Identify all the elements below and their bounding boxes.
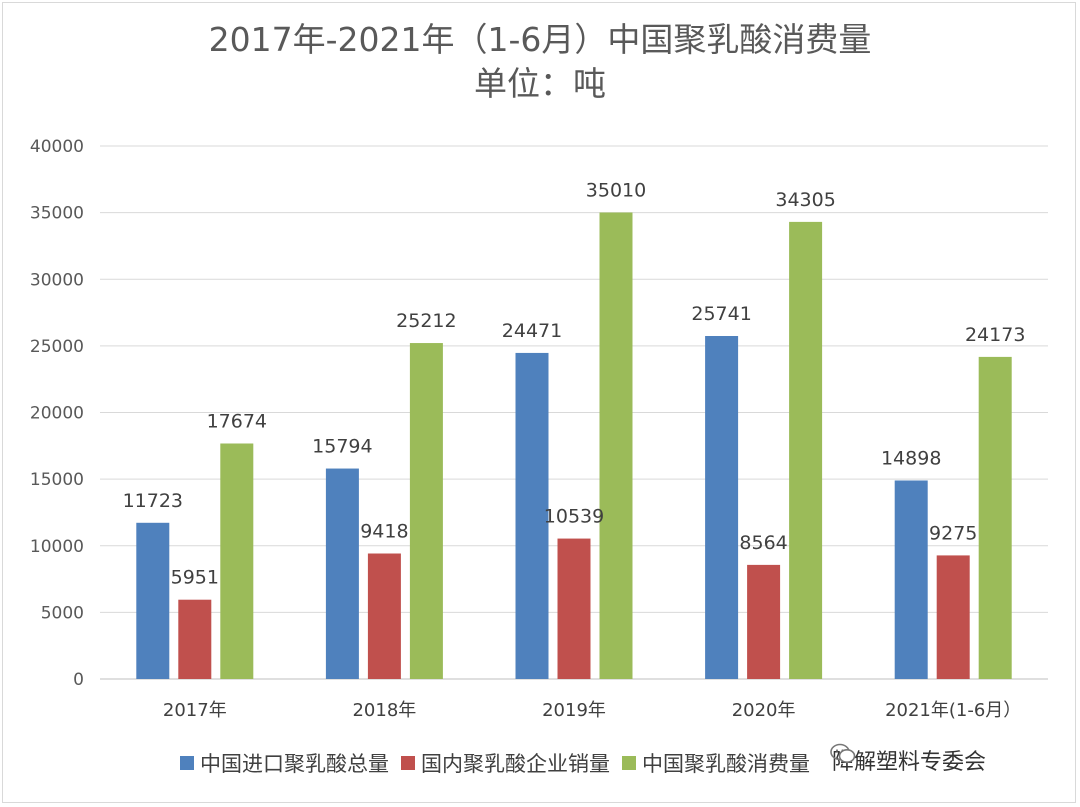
y-tick-label: 30000 <box>30 270 84 290</box>
data-label: 8564 <box>739 532 787 554</box>
legend-label: 中国聚乳酸消费量 <box>642 752 810 776</box>
data-label: 24173 <box>965 324 1025 346</box>
y-tick-label: 0 <box>73 670 84 690</box>
data-label: 15794 <box>312 436 372 458</box>
data-label: 25741 <box>691 303 751 325</box>
data-label: 10539 <box>544 506 604 528</box>
data-label: 24471 <box>502 320 562 342</box>
y-tick-label: 25000 <box>30 337 84 357</box>
legend-item: 国内聚乳酸企业销量 <box>401 748 610 778</box>
legend-label: 中国进口聚乳酸总量 <box>200 752 389 776</box>
legend: 中国进口聚乳酸总量 国内聚乳酸企业销量 中国聚乳酸消费量 <box>180 748 822 778</box>
bar <box>789 221 823 680</box>
x-category-label: 2018年 <box>352 700 416 721</box>
bar <box>894 480 928 679</box>
watermark: 降解塑料专委会 <box>830 743 993 777</box>
y-axis-ticks: 0 5000 10000 15000 20000 25000 30000 35000 40000 <box>30 137 84 690</box>
data-label: 5951 <box>171 567 219 589</box>
y-tick-label: 15000 <box>30 470 84 490</box>
bar <box>515 352 549 679</box>
chart-subtitle: 单位：吨 <box>474 64 606 103</box>
data-label: 17674 <box>207 410 267 432</box>
data-label: 9418 <box>360 521 408 543</box>
data-label: 34305 <box>775 189 835 211</box>
data-label: 9275 <box>929 522 977 544</box>
bar <box>705 336 739 679</box>
legend-item: 中国聚乳酸消费量 <box>622 748 810 778</box>
x-category-label: 2020年 <box>732 700 796 721</box>
bar <box>978 356 1012 679</box>
bar <box>367 553 401 679</box>
legend-swatch <box>622 756 636 770</box>
watermark-text: 降解塑料专委会 <box>832 750 987 775</box>
bar <box>325 468 359 679</box>
x-axis-categories: 2017年 2018年 2019年 2020年 2021年(1-6月） <box>163 700 1021 721</box>
legend-label: 国内聚乳酸企业销量 <box>421 752 610 776</box>
bar <box>936 555 970 679</box>
legend-swatch <box>180 756 194 770</box>
x-category-label: 2021年(1-6月） <box>885 700 1021 721</box>
chart-title: 2017年-2021年（1-6月）中国聚乳酸消费量 <box>208 20 872 59</box>
bar <box>220 443 254 679</box>
y-tick-label: 40000 <box>30 137 84 157</box>
bar <box>747 564 781 679</box>
bars <box>136 212 1012 680</box>
data-label: 25212 <box>396 310 456 332</box>
data-labels: 11723 5951 17674 15794 9418 25212 24471 10539 35… <box>123 179 1026 588</box>
data-label: 11723 <box>123 490 183 512</box>
x-category-label: 2017年 <box>163 700 227 721</box>
data-label: 14898 <box>881 447 941 469</box>
bar <box>599 212 633 679</box>
bar <box>557 538 591 679</box>
y-tick-label: 5000 <box>41 603 84 623</box>
y-tick-label: 20000 <box>30 404 84 424</box>
legend-item: 中国进口聚乳酸总量 <box>180 748 389 778</box>
bar <box>136 522 170 679</box>
bar <box>409 343 443 679</box>
bar <box>178 599 212 679</box>
x-category-label: 2019年 <box>542 700 606 721</box>
legend-swatch <box>401 756 415 770</box>
y-tick-label: 35000 <box>30 204 84 224</box>
wechat-icon <box>830 743 856 763</box>
y-tick-label: 10000 <box>30 537 84 557</box>
data-label: 35010 <box>586 179 646 201</box>
